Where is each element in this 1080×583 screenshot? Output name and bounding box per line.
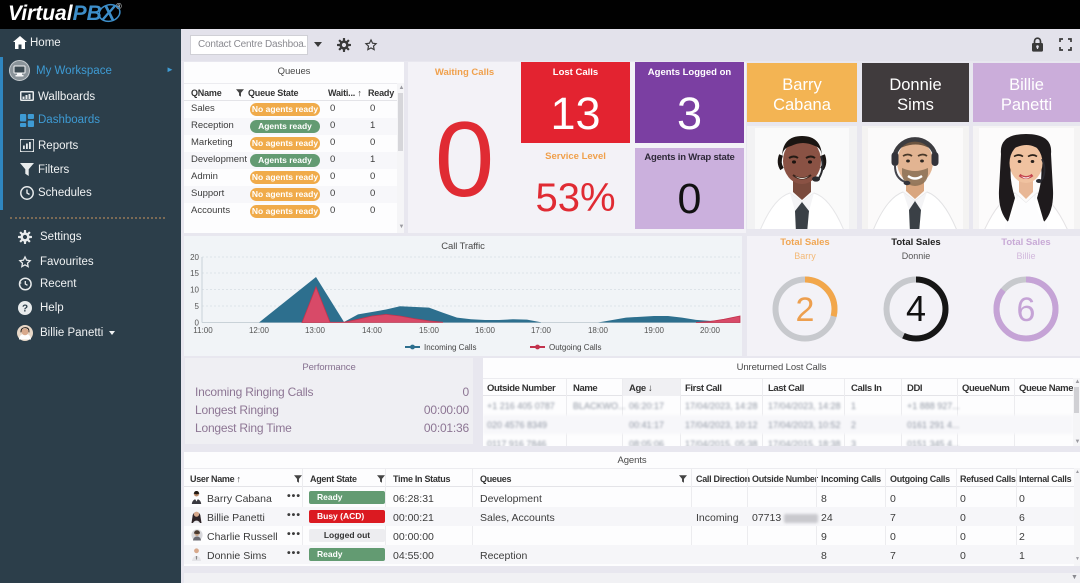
svg-text:5: 5	[195, 302, 200, 311]
svg-text:?: ?	[22, 304, 28, 315]
svg-text:19:00: 19:00	[644, 326, 665, 335]
svg-text:14:00: 14:00	[362, 326, 383, 335]
svg-text:6: 6	[1017, 291, 1036, 329]
svg-text:12:00: 12:00	[249, 326, 270, 335]
svg-text:13:00: 13:00	[305, 326, 326, 335]
svg-text:10: 10	[190, 286, 199, 295]
svg-text:16:00: 16:00	[475, 326, 496, 335]
svg-text:15:00: 15:00	[419, 326, 440, 335]
svg-text:0: 0	[195, 319, 200, 328]
svg-text:4: 4	[906, 288, 926, 329]
svg-text:18:00: 18:00	[588, 326, 609, 335]
svg-text:Outgoing Calls: Outgoing Calls	[549, 343, 601, 352]
svg-text:15: 15	[190, 269, 199, 278]
svg-text:20: 20	[190, 253, 199, 262]
svg-text:17:00: 17:00	[531, 326, 552, 335]
svg-text:2: 2	[796, 291, 815, 329]
svg-text:20:00: 20:00	[700, 326, 721, 335]
svg-text:11:00: 11:00	[193, 326, 213, 335]
svg-text:Incoming Calls: Incoming Calls	[424, 343, 476, 352]
